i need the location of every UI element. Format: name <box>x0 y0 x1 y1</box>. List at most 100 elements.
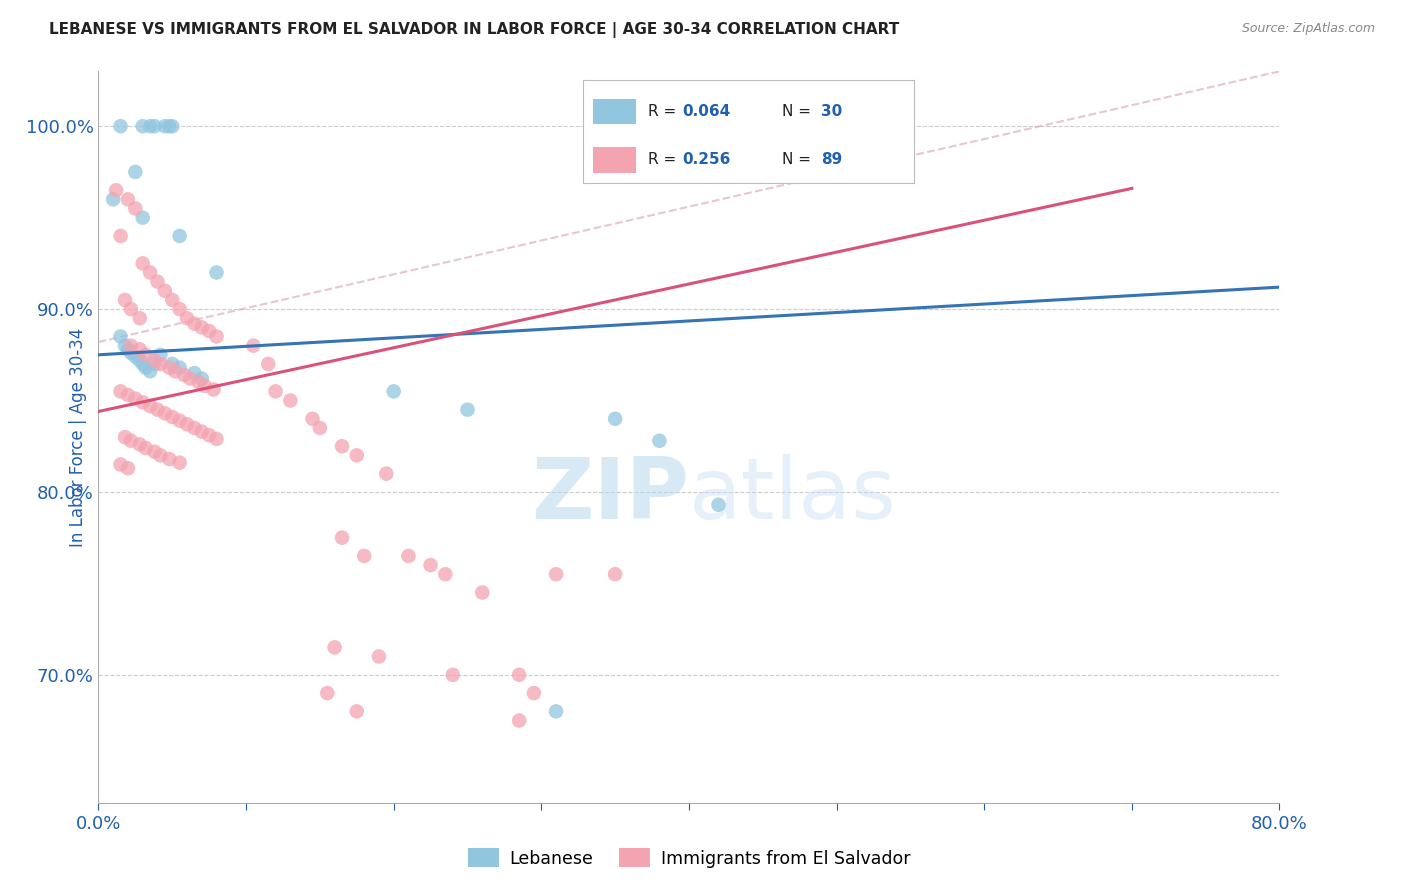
Point <box>135 348 157 362</box>
Point <box>546 704 568 718</box>
Point <box>523 686 546 700</box>
Point <box>169 228 191 243</box>
Point <box>103 192 125 206</box>
Point <box>205 329 228 343</box>
Text: atlas: atlas <box>689 454 897 537</box>
Point <box>132 357 155 371</box>
Point <box>382 384 405 399</box>
Point <box>110 384 132 399</box>
Point <box>124 392 146 406</box>
Point <box>143 357 166 371</box>
Point <box>179 371 201 385</box>
Point <box>146 275 169 289</box>
Point <box>330 439 353 453</box>
Text: N =: N = <box>782 152 815 167</box>
Point <box>471 585 494 599</box>
Point <box>191 320 214 334</box>
Point <box>323 640 346 655</box>
Point <box>169 414 191 428</box>
Y-axis label: In Labor Force | Age 30-34: In Labor Force | Age 30-34 <box>69 327 87 547</box>
Point <box>139 399 162 413</box>
Point <box>117 343 139 357</box>
Point <box>162 293 183 307</box>
Point <box>149 348 172 362</box>
Point <box>153 284 176 298</box>
Point <box>132 395 155 409</box>
Point <box>198 428 221 442</box>
Point <box>120 338 142 352</box>
Point <box>149 448 172 462</box>
Point <box>183 366 205 380</box>
Point <box>183 421 205 435</box>
Point <box>375 467 398 481</box>
Point <box>117 192 139 206</box>
Point <box>353 549 375 563</box>
Point <box>205 265 228 279</box>
Point <box>128 311 150 326</box>
Point <box>139 119 162 133</box>
Point <box>205 432 228 446</box>
Point <box>110 458 132 472</box>
Point <box>398 549 420 563</box>
Point <box>135 360 157 375</box>
Point <box>316 686 339 700</box>
Point <box>457 402 479 417</box>
Legend: Lebanese, Immigrants from El Salvador: Lebanese, Immigrants from El Salvador <box>461 841 917 874</box>
Text: R =: R = <box>648 152 681 167</box>
Point <box>434 567 457 582</box>
Point <box>257 357 280 371</box>
Point <box>117 461 139 475</box>
Text: 30: 30 <box>821 103 842 119</box>
Point <box>117 388 139 402</box>
Point <box>162 119 183 133</box>
Text: Source: ZipAtlas.com: Source: ZipAtlas.com <box>1241 22 1375 36</box>
Point <box>187 375 209 389</box>
Point <box>508 667 530 681</box>
Point <box>508 714 530 728</box>
Point <box>153 119 176 133</box>
Text: R =: R = <box>648 103 681 119</box>
Point <box>124 350 146 364</box>
Point <box>546 567 568 582</box>
Point <box>162 357 183 371</box>
Point <box>128 343 150 357</box>
Point <box>143 119 166 133</box>
Point <box>176 311 198 326</box>
Point <box>139 364 162 378</box>
Point <box>162 409 183 424</box>
Point <box>368 649 391 664</box>
Point <box>110 329 132 343</box>
Point <box>114 293 136 307</box>
Point <box>173 368 195 382</box>
FancyBboxPatch shape <box>593 147 637 173</box>
Point <box>183 317 205 331</box>
Point <box>110 119 132 133</box>
Text: 89: 89 <box>821 152 842 167</box>
Point <box>132 119 155 133</box>
Text: LEBANESE VS IMMIGRANTS FROM EL SALVADOR IN LABOR FORCE | AGE 30-34 CORRELATION C: LEBANESE VS IMMIGRANTS FROM EL SALVADOR … <box>49 22 900 38</box>
Point <box>441 667 464 681</box>
Point <box>139 265 162 279</box>
Point <box>114 430 136 444</box>
Point <box>198 324 221 338</box>
Point <box>330 531 353 545</box>
Point <box>191 425 214 439</box>
Point <box>120 346 142 360</box>
Point <box>346 448 368 462</box>
Point <box>128 353 150 368</box>
Point <box>605 411 627 425</box>
Point <box>120 301 142 316</box>
Point <box>242 338 264 352</box>
Text: N =: N = <box>782 103 815 119</box>
Point <box>124 202 146 216</box>
Point <box>132 211 155 225</box>
Point <box>605 567 627 582</box>
Text: 0.064: 0.064 <box>683 103 731 119</box>
Point <box>169 456 191 470</box>
Point <box>648 434 671 448</box>
Point <box>301 411 323 425</box>
Point <box>146 402 169 417</box>
Text: ZIP: ZIP <box>531 454 689 537</box>
Point <box>124 165 146 179</box>
Point <box>707 498 730 512</box>
